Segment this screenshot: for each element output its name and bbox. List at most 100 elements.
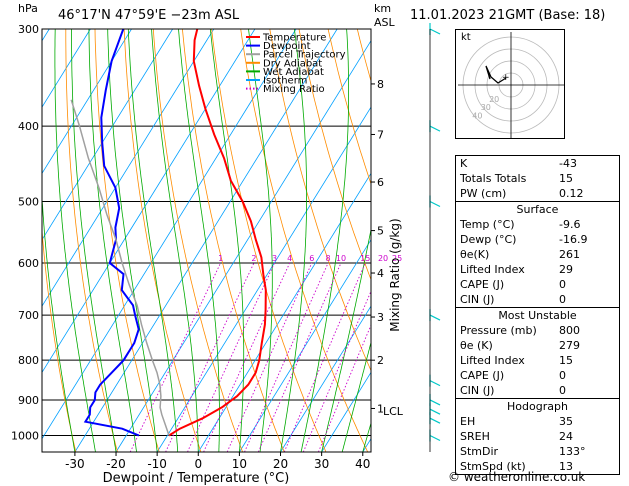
hodograph-table-label: StmSpd (kt) <box>460 460 526 473</box>
dry-adiabat-line <box>298 29 371 281</box>
surface-value: -16.9 <box>559 233 588 246</box>
plot-frame <box>41 28 372 453</box>
most-unstable-value: 0 <box>559 369 566 382</box>
isotherm-line <box>42 29 256 374</box>
mixing-ratio-label: 20 <box>378 254 388 263</box>
temperature-tick-label: -10 <box>147 457 167 471</box>
mixing-ratio-line <box>203 262 291 452</box>
temperature-tick-label: -20 <box>106 457 126 471</box>
legend-entry: Dry Adiabat <box>263 58 322 69</box>
isotherm-line <box>197 172 371 452</box>
most-unstable-row: Pressure (mb) 800 <box>456 323 619 338</box>
mixing-ratio-line <box>244 262 329 452</box>
parcel-trajectory-profile <box>70 99 170 436</box>
isotherm-line <box>0 29 8 452</box>
mixing-ratio-line <box>129 262 222 452</box>
wind-barb <box>429 200 441 208</box>
height-tick-label: 7 <box>377 128 384 141</box>
hodograph-table-label: StmDir <box>460 445 499 458</box>
wind-barb <box>429 314 441 321</box>
hodograph-unit-label: kt <box>461 32 471 43</box>
temperature-tick-label: -30 <box>65 457 85 471</box>
height-unit-top: km <box>374 2 392 15</box>
dry-adiabat-line <box>269 29 371 372</box>
isotherm-line <box>42 29 215 307</box>
wind-barb <box>429 380 441 387</box>
most-unstable-label: Pressure (mb) <box>460 324 537 337</box>
most-unstable-title: Most Unstable <box>498 309 577 322</box>
mixing-ratio-line <box>165 262 255 452</box>
most-unstable-value: 15 <box>559 354 573 367</box>
isotherm-line <box>74 29 338 452</box>
temperature-tick-label: 40 <box>355 457 370 471</box>
most-unstable-row: θe (K) 279 <box>456 338 619 353</box>
lcl-label: LCL <box>383 405 404 418</box>
hodograph-trace <box>485 65 507 84</box>
temperature-tick-label: 20 <box>273 457 288 471</box>
mixing-ratio-axis-label: Mixing Ratio (g/kg) <box>388 218 402 331</box>
wind-barb <box>429 399 441 406</box>
surface-value: 261 <box>559 248 580 261</box>
wet-adiabat-line <box>280 29 308 452</box>
pressure-unit-label: hPa <box>18 2 38 15</box>
wind-barb <box>429 28 441 35</box>
isotherm-line <box>321 371 371 452</box>
most-unstable-value: 279 <box>559 339 580 352</box>
index-row: Totals Totals 15 <box>456 171 619 186</box>
surface-label: θe(K) <box>460 248 490 261</box>
isotherm-line <box>42 29 173 241</box>
mixing-ratio-label: 8 <box>326 254 331 263</box>
surface-label: CIN (J) <box>460 293 495 306</box>
most-unstable-label: θe (K) <box>460 339 493 352</box>
surface-title: Surface <box>516 203 559 216</box>
mixing-ratio-label: 15 <box>360 254 370 263</box>
surface-value: 0 <box>559 293 566 306</box>
hodograph-ring-label: 40 <box>472 112 482 121</box>
isotherm-line <box>280 305 371 452</box>
dry-adiabat-line <box>5 29 34 452</box>
height-tick-label: 3 <box>377 311 384 324</box>
height-tick-label: 4 <box>377 267 384 280</box>
mixing-ratio-label: 1 <box>218 254 223 263</box>
hodograph-table-value: 35 <box>559 415 573 428</box>
hodograph-ring-label: 20 <box>489 95 499 104</box>
mixing-ratio-line <box>187 262 275 452</box>
pressure-tick-label: 900 <box>18 394 39 407</box>
most-unstable-row: CIN (J) 0 <box>456 383 619 398</box>
surface-value: 0 <box>559 278 566 291</box>
copyright-footer: © weatheronline.co.uk <box>448 470 586 484</box>
wet-adiabat-line <box>248 29 273 452</box>
surface-row: Temp (°C) -9.6 <box>456 217 619 232</box>
isotherm-line <box>156 106 371 452</box>
legend-entry: Dewpoint <box>263 41 311 52</box>
wind-barb <box>429 417 441 424</box>
index-value: -43 <box>559 157 577 170</box>
temperature-tick-label: 10 <box>232 457 247 471</box>
wind-barb <box>429 125 441 132</box>
temperature-tick-label: 30 <box>314 457 329 471</box>
hodograph-table-row: StmDir 133° <box>456 444 619 459</box>
surface-value: -9.6 <box>559 218 581 231</box>
legend-entry: Mixing Ratio <box>263 84 325 95</box>
hodograph-section: Hodograph EH 35 SREH 24 StmDir 133° StmSpd (kt… <box>456 398 619 474</box>
wet-adiabat-line <box>88 29 137 452</box>
isotherm-line <box>42 29 132 175</box>
most-unstable-label: CAPE (J) <box>460 369 505 382</box>
dry-adiabat-line <box>620 29 629 452</box>
dry-adiabat-line <box>94 29 160 452</box>
dewpoint-profile <box>83 29 140 437</box>
most-unstable-section: Most Unstable Pressure (mb) 800 θe (K) 279 L… <box>456 307 619 398</box>
pressure-tick-label: 400 <box>18 120 39 133</box>
legend-entry: Temperature <box>262 33 326 44</box>
wet-adiabat-line <box>341 340 371 452</box>
surface-value: 29 <box>559 263 573 276</box>
wet-adiabat-line <box>42 191 76 452</box>
dry-adiabat-line <box>65 29 118 452</box>
temperature-tick-label: 0 <box>194 457 202 471</box>
temperature-profile <box>168 29 267 437</box>
surface-row: CIN (J) 0 <box>456 292 619 307</box>
datetime-title: 11.01.2023 21GMT (Base: 18) <box>410 8 606 23</box>
isotherm-line <box>115 39 371 452</box>
